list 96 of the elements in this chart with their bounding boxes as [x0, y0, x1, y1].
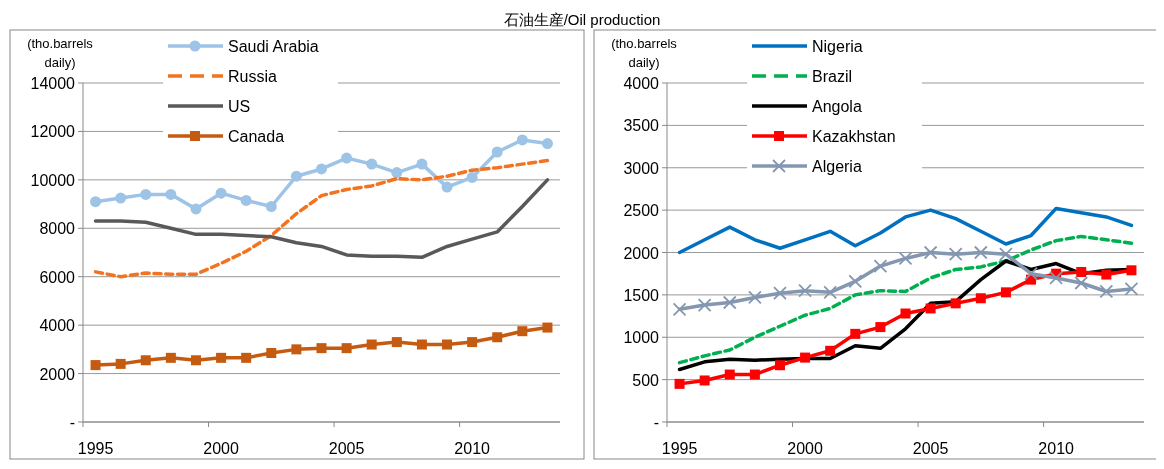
y-tick-label: 3000 — [623, 159, 660, 177]
point — [850, 328, 861, 339]
point — [341, 152, 353, 164]
legend-label: Russia — [228, 68, 278, 85]
point — [115, 192, 127, 204]
line-series — [93, 178, 550, 260]
point — [975, 293, 986, 304]
legend-label: Angola — [812, 98, 862, 115]
y-tick-label: 1000 — [623, 329, 660, 347]
y-tick-label: 12000 — [30, 123, 76, 141]
point — [90, 360, 101, 371]
point — [774, 360, 785, 371]
point — [190, 355, 201, 366]
y-tick-label: 2500 — [623, 202, 660, 220]
point — [291, 344, 302, 355]
x-tick-label: 2005 — [328, 440, 365, 457]
legend-label: Algeria — [812, 158, 862, 175]
point — [190, 203, 202, 215]
point — [900, 308, 911, 319]
legend-label: Nigeria — [812, 38, 863, 55]
y-tick-label: 500 — [632, 371, 660, 389]
point — [925, 303, 936, 314]
line-series — [677, 206, 1134, 255]
point — [491, 146, 503, 158]
legend-label: Kazakhstan — [812, 128, 896, 145]
point — [442, 339, 453, 350]
point — [542, 322, 553, 333]
point — [416, 339, 427, 350]
point — [541, 138, 553, 150]
legend-label: Brazil — [812, 68, 853, 85]
y-tick-label: 4000 — [623, 75, 660, 92]
point — [265, 200, 277, 212]
line-series — [677, 234, 1134, 365]
point — [441, 181, 453, 193]
point — [165, 188, 177, 200]
point — [674, 378, 685, 389]
point — [800, 352, 811, 363]
point — [724, 369, 735, 380]
point — [1101, 269, 1112, 280]
point — [825, 345, 836, 356]
point — [749, 369, 760, 380]
point — [875, 322, 886, 333]
point — [140, 188, 152, 200]
y-tick-label: 6000 — [39, 268, 76, 286]
point — [316, 343, 327, 354]
y-tick-label: - — [653, 414, 659, 431]
point — [366, 158, 378, 170]
y-axis-title: (tho.barrels daily) — [27, 36, 94, 70]
point — [492, 332, 503, 343]
point — [90, 196, 102, 208]
y-tick-label: 2000 — [39, 365, 76, 383]
legend-label: US — [228, 98, 251, 115]
point — [266, 347, 277, 358]
x-tick-label: 1995 — [77, 440, 114, 457]
point — [140, 355, 151, 366]
point — [115, 358, 126, 369]
point — [950, 298, 961, 309]
x-tick-label: 2000 — [787, 440, 823, 457]
point — [516, 134, 528, 146]
point — [1076, 266, 1087, 277]
y-axis-title: (tho.barrels daily) — [611, 36, 678, 70]
legend-label: Canada — [228, 128, 285, 145]
point — [466, 171, 478, 183]
point — [391, 337, 402, 348]
x-tick-label: 2005 — [912, 440, 949, 457]
point — [316, 163, 327, 175]
point — [699, 375, 710, 386]
point — [240, 194, 252, 206]
point — [517, 326, 528, 337]
y-tick-label: - — [69, 414, 75, 431]
point — [215, 187, 227, 199]
point — [416, 158, 428, 170]
point — [290, 170, 302, 182]
y-tick-label: 3500 — [623, 117, 660, 135]
point — [241, 352, 252, 363]
x-tick-label: 2010 — [454, 440, 491, 457]
y-tick-label: 4000 — [39, 317, 76, 335]
chart-title: 石油生産/Oil production — [503, 11, 661, 28]
point — [165, 352, 176, 363]
x-tick-label: 2000 — [203, 440, 239, 457]
point — [1000, 287, 1011, 298]
legend-label: Saudi Arabia — [228, 38, 319, 55]
point — [467, 337, 478, 348]
point — [341, 343, 352, 354]
point — [391, 167, 403, 179]
x-tick-label: 1995 — [661, 440, 698, 457]
point — [366, 339, 377, 350]
line-series — [93, 158, 550, 279]
point — [216, 352, 227, 363]
y-tick-label: 8000 — [39, 220, 76, 238]
y-tick-label: 1500 — [623, 286, 660, 304]
y-tick-label: 10000 — [30, 171, 76, 189]
y-tick-label: 2000 — [623, 244, 660, 262]
point — [1126, 265, 1137, 276]
y-tick-label: 14000 — [30, 75, 76, 92]
x-tick-label: 2010 — [1038, 440, 1075, 457]
